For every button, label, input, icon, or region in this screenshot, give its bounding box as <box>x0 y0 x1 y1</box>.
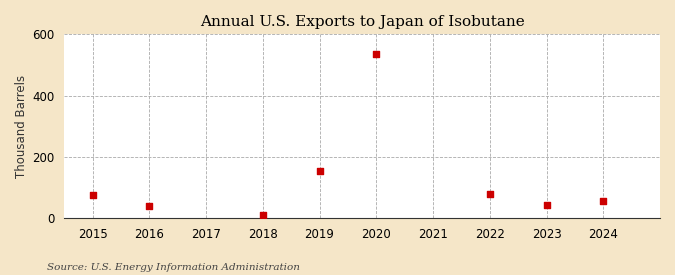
Title: Annual U.S. Exports to Japan of Isobutane: Annual U.S. Exports to Japan of Isobutan… <box>200 15 524 29</box>
Point <box>314 168 325 173</box>
Point <box>144 204 155 208</box>
Point <box>541 203 552 207</box>
Point <box>87 193 98 197</box>
Point <box>485 191 495 196</box>
Point <box>257 213 268 217</box>
Text: Source: U.S. Energy Information Administration: Source: U.S. Energy Information Administ… <box>47 263 300 272</box>
Y-axis label: Thousand Barrels: Thousand Barrels <box>15 75 28 178</box>
Point <box>598 198 609 203</box>
Point <box>371 52 381 56</box>
